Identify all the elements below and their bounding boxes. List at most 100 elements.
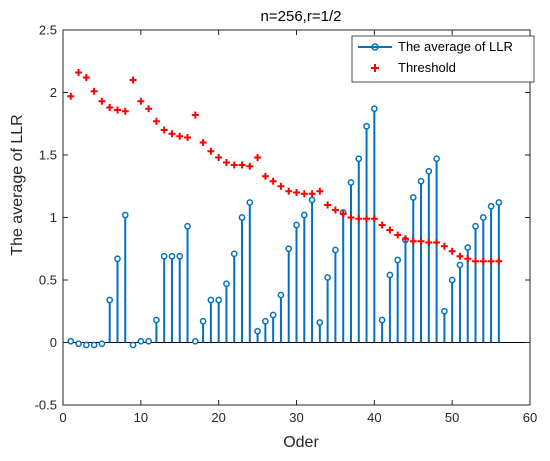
threshold-marker bbox=[316, 187, 324, 195]
threshold-marker bbox=[254, 154, 262, 161]
threshold-marker bbox=[386, 226, 394, 234]
llr-stem-marker bbox=[308, 196, 316, 204]
threshold-marker bbox=[137, 97, 145, 105]
llr-stem-marker bbox=[176, 252, 184, 260]
threshold-marker bbox=[176, 132, 184, 140]
llr-stem-marker bbox=[394, 256, 402, 264]
legend-llr-marker-icon bbox=[371, 43, 379, 51]
threshold-marker bbox=[331, 206, 339, 214]
threshold-marker bbox=[456, 252, 464, 260]
llr-stem-marker bbox=[98, 340, 106, 348]
llr-stem-marker bbox=[184, 222, 191, 230]
threshold-marker bbox=[246, 162, 254, 170]
threshold-marker bbox=[98, 97, 106, 105]
threshold-marker bbox=[90, 87, 98, 95]
y-tick-label: 1 bbox=[50, 210, 57, 225]
llr-stem-marker bbox=[207, 296, 215, 304]
y-tick-label: 2 bbox=[50, 85, 57, 100]
threshold-marker bbox=[222, 159, 230, 166]
llr-stem-marker bbox=[121, 211, 129, 219]
y-tick-label: 2.5 bbox=[39, 23, 57, 38]
llr-stem-marker bbox=[67, 337, 75, 345]
llr-stem-marker bbox=[479, 214, 487, 221]
threshold-marker bbox=[145, 105, 153, 113]
llr-stem-marker bbox=[90, 341, 98, 349]
threshold-marker bbox=[215, 154, 223, 161]
threshold-marker bbox=[479, 257, 487, 265]
threshold-marker bbox=[113, 106, 121, 114]
llr-stem-marker bbox=[129, 341, 137, 349]
threshold-marker bbox=[300, 190, 308, 198]
llr-stem-marker bbox=[425, 167, 433, 175]
llr-stem-marker bbox=[285, 245, 293, 253]
threshold-marker bbox=[425, 239, 433, 246]
llr-stem-marker bbox=[223, 280, 230, 288]
llr-stem-marker bbox=[238, 214, 246, 221]
threshold-marker bbox=[293, 189, 300, 196]
llr-stem-marker bbox=[145, 337, 152, 345]
threshold-marker bbox=[401, 235, 409, 243]
threshold-marker bbox=[409, 237, 417, 245]
threshold-marker bbox=[472, 257, 480, 265]
x-axis-title: Oder bbox=[283, 434, 319, 451]
axes: 0 10 20 30 40 50 60-0.500.511.522.5 bbox=[35, 23, 538, 426]
threshold-marker bbox=[129, 76, 137, 84]
llr-stem-marker bbox=[160, 252, 168, 260]
x-tick-label: 20 bbox=[211, 410, 225, 425]
threshold-marker bbox=[207, 147, 215, 155]
llr-stem-marker bbox=[230, 250, 238, 258]
llr-stem-marker bbox=[300, 211, 308, 219]
threshold-marker bbox=[152, 117, 160, 125]
llr-stem-marker bbox=[472, 222, 479, 230]
threshold-marker bbox=[417, 237, 425, 245]
llr-stem-marker bbox=[83, 341, 90, 349]
llr-stem-marker bbox=[386, 271, 394, 279]
llr-stem-marker bbox=[487, 202, 495, 210]
threshold-marker bbox=[261, 172, 269, 180]
llr-stem-marker bbox=[363, 122, 370, 130]
llr-stem-marker bbox=[355, 155, 363, 163]
y-tick-label: 0.5 bbox=[39, 273, 57, 288]
threshold-marker bbox=[433, 239, 441, 246]
llr-stem-marker bbox=[153, 316, 160, 324]
legend-box bbox=[351, 35, 535, 83]
llr-stem-marker bbox=[191, 337, 199, 345]
x-tick-label: 10 bbox=[134, 410, 148, 425]
llr-stem-marker bbox=[215, 296, 223, 304]
threshold-marker bbox=[277, 182, 285, 190]
threshold-marker bbox=[487, 257, 495, 265]
llr-stem-marker bbox=[114, 255, 121, 263]
x-tick-label: 40 bbox=[367, 410, 381, 425]
threshold-marker bbox=[184, 134, 192, 141]
llr-stem-marker bbox=[378, 316, 386, 324]
legend-threshold-label: Threshold bbox=[398, 60, 456, 75]
threshold-marker bbox=[191, 111, 199, 119]
llr-stem-marker bbox=[316, 319, 324, 326]
plot-background bbox=[63, 30, 530, 405]
y-tick-label: -0.5 bbox=[35, 398, 57, 413]
llr-stem-marker bbox=[464, 244, 472, 251]
plot-area bbox=[63, 30, 530, 405]
llr-stem-marker bbox=[137, 337, 145, 345]
llr-stem-marker bbox=[106, 296, 114, 304]
chart-title: n=256,r=1/2 bbox=[261, 8, 342, 25]
threshold-marker bbox=[324, 201, 332, 209]
threshold-marker bbox=[67, 92, 75, 100]
threshold-marker bbox=[269, 177, 277, 185]
threshold-marker bbox=[355, 215, 363, 223]
threshold-marker bbox=[394, 231, 402, 239]
threshold-marker bbox=[363, 215, 371, 223]
threshold-marker bbox=[347, 214, 355, 221]
threshold-marker bbox=[199, 139, 207, 146]
llr-stem-marker bbox=[332, 246, 339, 254]
threshold-marker bbox=[370, 215, 378, 223]
llr-stem-marker bbox=[347, 179, 355, 186]
llr-stem-marker bbox=[199, 317, 207, 325]
legend-threshold-marker-icon bbox=[371, 64, 379, 72]
threshold-marker bbox=[440, 242, 448, 250]
x-tick-label: 60 bbox=[523, 410, 537, 425]
llr-stem-marker bbox=[75, 340, 82, 348]
threshold-marker bbox=[238, 161, 246, 169]
llr-stem-marker bbox=[433, 155, 440, 163]
